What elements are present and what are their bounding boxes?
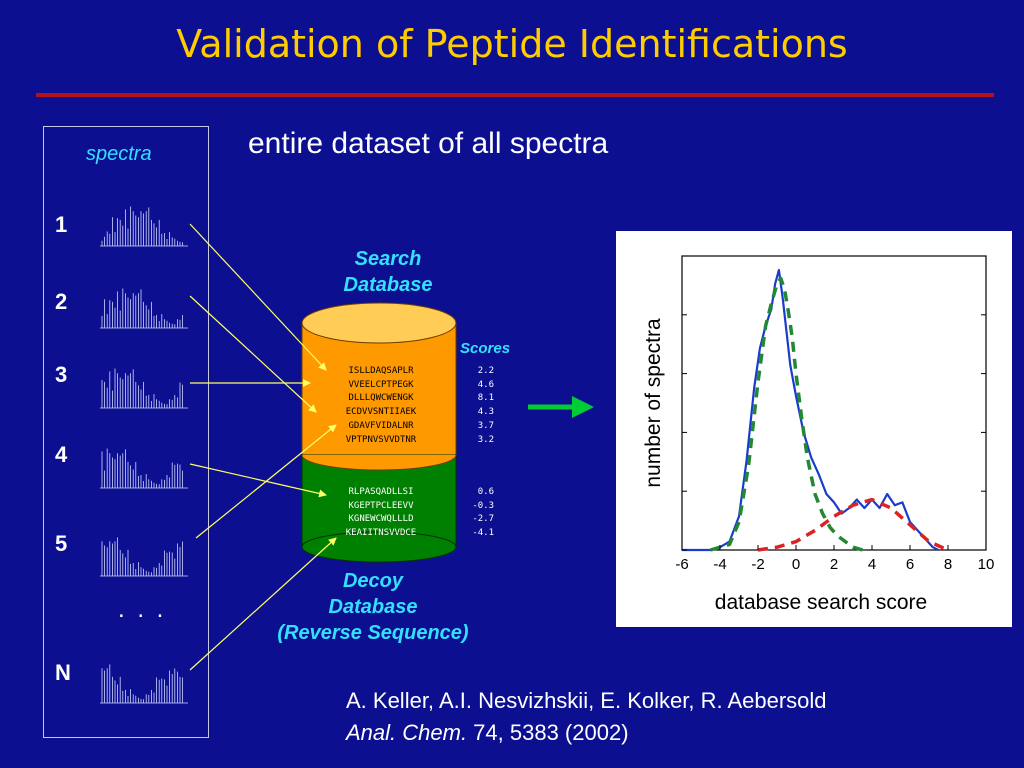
citation-authors: A. Keller, A.I. Nesvizhskii, E. Kolker, … (346, 688, 827, 713)
arrow-spectrum-2 (189, 295, 317, 413)
ellipsis: . . . (118, 596, 167, 623)
result-arrow-icon (528, 396, 594, 418)
sequence-row: KEAIITNSVVDCE (345, 528, 417, 539)
search-database-label: Search Database (343, 248, 433, 296)
citation-journal: Anal. Chem. (346, 720, 468, 745)
series-layer (682, 268, 949, 552)
spectrum-number-2: 2 (55, 289, 68, 314)
spectrum-number-1: 1 (55, 212, 68, 237)
series-correct-fit (710, 276, 863, 552)
sequence-row: ECDVVSNTIIAEK (345, 407, 417, 418)
arrow-spectrum-4 (189, 463, 327, 498)
score-value: 3.7 (477, 420, 494, 431)
tick-layer: -6 -4 -2 0 2 4 6 8 10 (675, 255, 995, 573)
decoy-sequence-list: RLPASQADLLSI KGEPTPCLEEVV KGNEWCWQLLLD K… (316, 486, 446, 541)
x-tick-label: 8 (944, 556, 952, 573)
sequence-row: RLPASQADLLSI (348, 487, 414, 497)
x-tick-label: 6 (906, 556, 914, 573)
x-tick-label: -2 (751, 556, 764, 573)
score-value: 0.6 (477, 487, 494, 497)
x-tick-label: 0 (792, 556, 800, 573)
score-value: 3.2 (477, 434, 494, 445)
spectrum-image (100, 368, 188, 409)
x-tick-label: 10 (978, 556, 995, 573)
chart-svg: -6 -4 -2 0 2 4 6 8 10 number of spectra database… (642, 255, 995, 614)
score-value: -4.1 (472, 528, 494, 539)
spectrum-image (100, 664, 188, 704)
slide-title: Validation of Peptide Identifications (176, 22, 848, 66)
citation-details: 74, 5383 (2002) (467, 720, 629, 745)
decoy-score-list: 0.6 -0.3 -2.7 -4.1 (458, 486, 494, 541)
database-divider (301, 454, 457, 471)
x-axis-label: database search score (715, 591, 927, 614)
spectrum-image (100, 537, 188, 577)
sequence-row: KGEPTPCLEEVV (348, 500, 414, 511)
spectrum-number-5: 5 (55, 531, 68, 556)
spectrum-image (100, 206, 188, 247)
score-value: 4.6 (477, 379, 494, 390)
spectrum-image (100, 288, 188, 329)
scores-label: Scores (460, 340, 511, 357)
sequence-row: GDAVFVIDALNR (348, 420, 414, 431)
score-value: 8.1 (477, 393, 494, 404)
x-tick-label: 2 (830, 556, 838, 573)
cylinder-top (301, 302, 457, 344)
spectrum-number-4: 4 (55, 442, 68, 467)
database-cylinder (301, 302, 457, 563)
sequence-row: VPTPNVSVVDTNR (345, 434, 417, 445)
score-value: -2.7 (472, 514, 494, 525)
spectrum-image (100, 448, 188, 489)
title-underline (36, 93, 994, 97)
sequence-row: VVEELCPTPEGK (348, 379, 414, 390)
series-observed (682, 268, 939, 552)
sequence-row: KGNEWCWQLLLD (348, 514, 414, 525)
score-value: -0.3 (472, 500, 494, 511)
y-axis-label: number of spectra (642, 318, 665, 488)
x-tick-label: -6 (675, 556, 688, 573)
search-sequence-list: ISLLDAQSAPLR VVEELCPTPEGK DLLLQWCWENGK E… (316, 365, 446, 447)
arrow-spectrum-1 (189, 223, 327, 371)
score-distribution-chart: -6 -4 -2 0 2 4 6 8 10 number of spectra database… (616, 231, 1012, 627)
x-tick-label: 4 (868, 556, 876, 573)
sequence-row: ISLLDAQSAPLR (348, 366, 414, 376)
sequence-row: DLLLQWCWENGK (348, 393, 414, 404)
score-value: 4.3 (477, 407, 494, 418)
arrow-spectrum-5 (195, 424, 337, 539)
spectrum-number-n: N (55, 660, 71, 685)
arrow-spectrum-n (189, 537, 337, 671)
decoy-database-bottom (301, 531, 457, 563)
search-score-list: 2.2 4.6 8.1 4.3 3.7 3.2 (458, 365, 494, 447)
citation: A. Keller, A.I. Nesvizhskii, E. Kolker, … (346, 685, 827, 749)
spectra-panel (43, 126, 209, 738)
score-value: 2.2 (477, 366, 494, 376)
x-tick-label: -4 (713, 556, 726, 573)
decoy-database-label: Decoy Database (Reverse Sequence) (277, 570, 469, 644)
plot-frame (681, 255, 987, 551)
spectrum-number-3: 3 (55, 362, 68, 387)
spectra-label: spectra (86, 143, 152, 165)
dataset-caption: entire dataset of all spectra (248, 127, 609, 160)
series-incorrect-fit (757, 497, 949, 552)
